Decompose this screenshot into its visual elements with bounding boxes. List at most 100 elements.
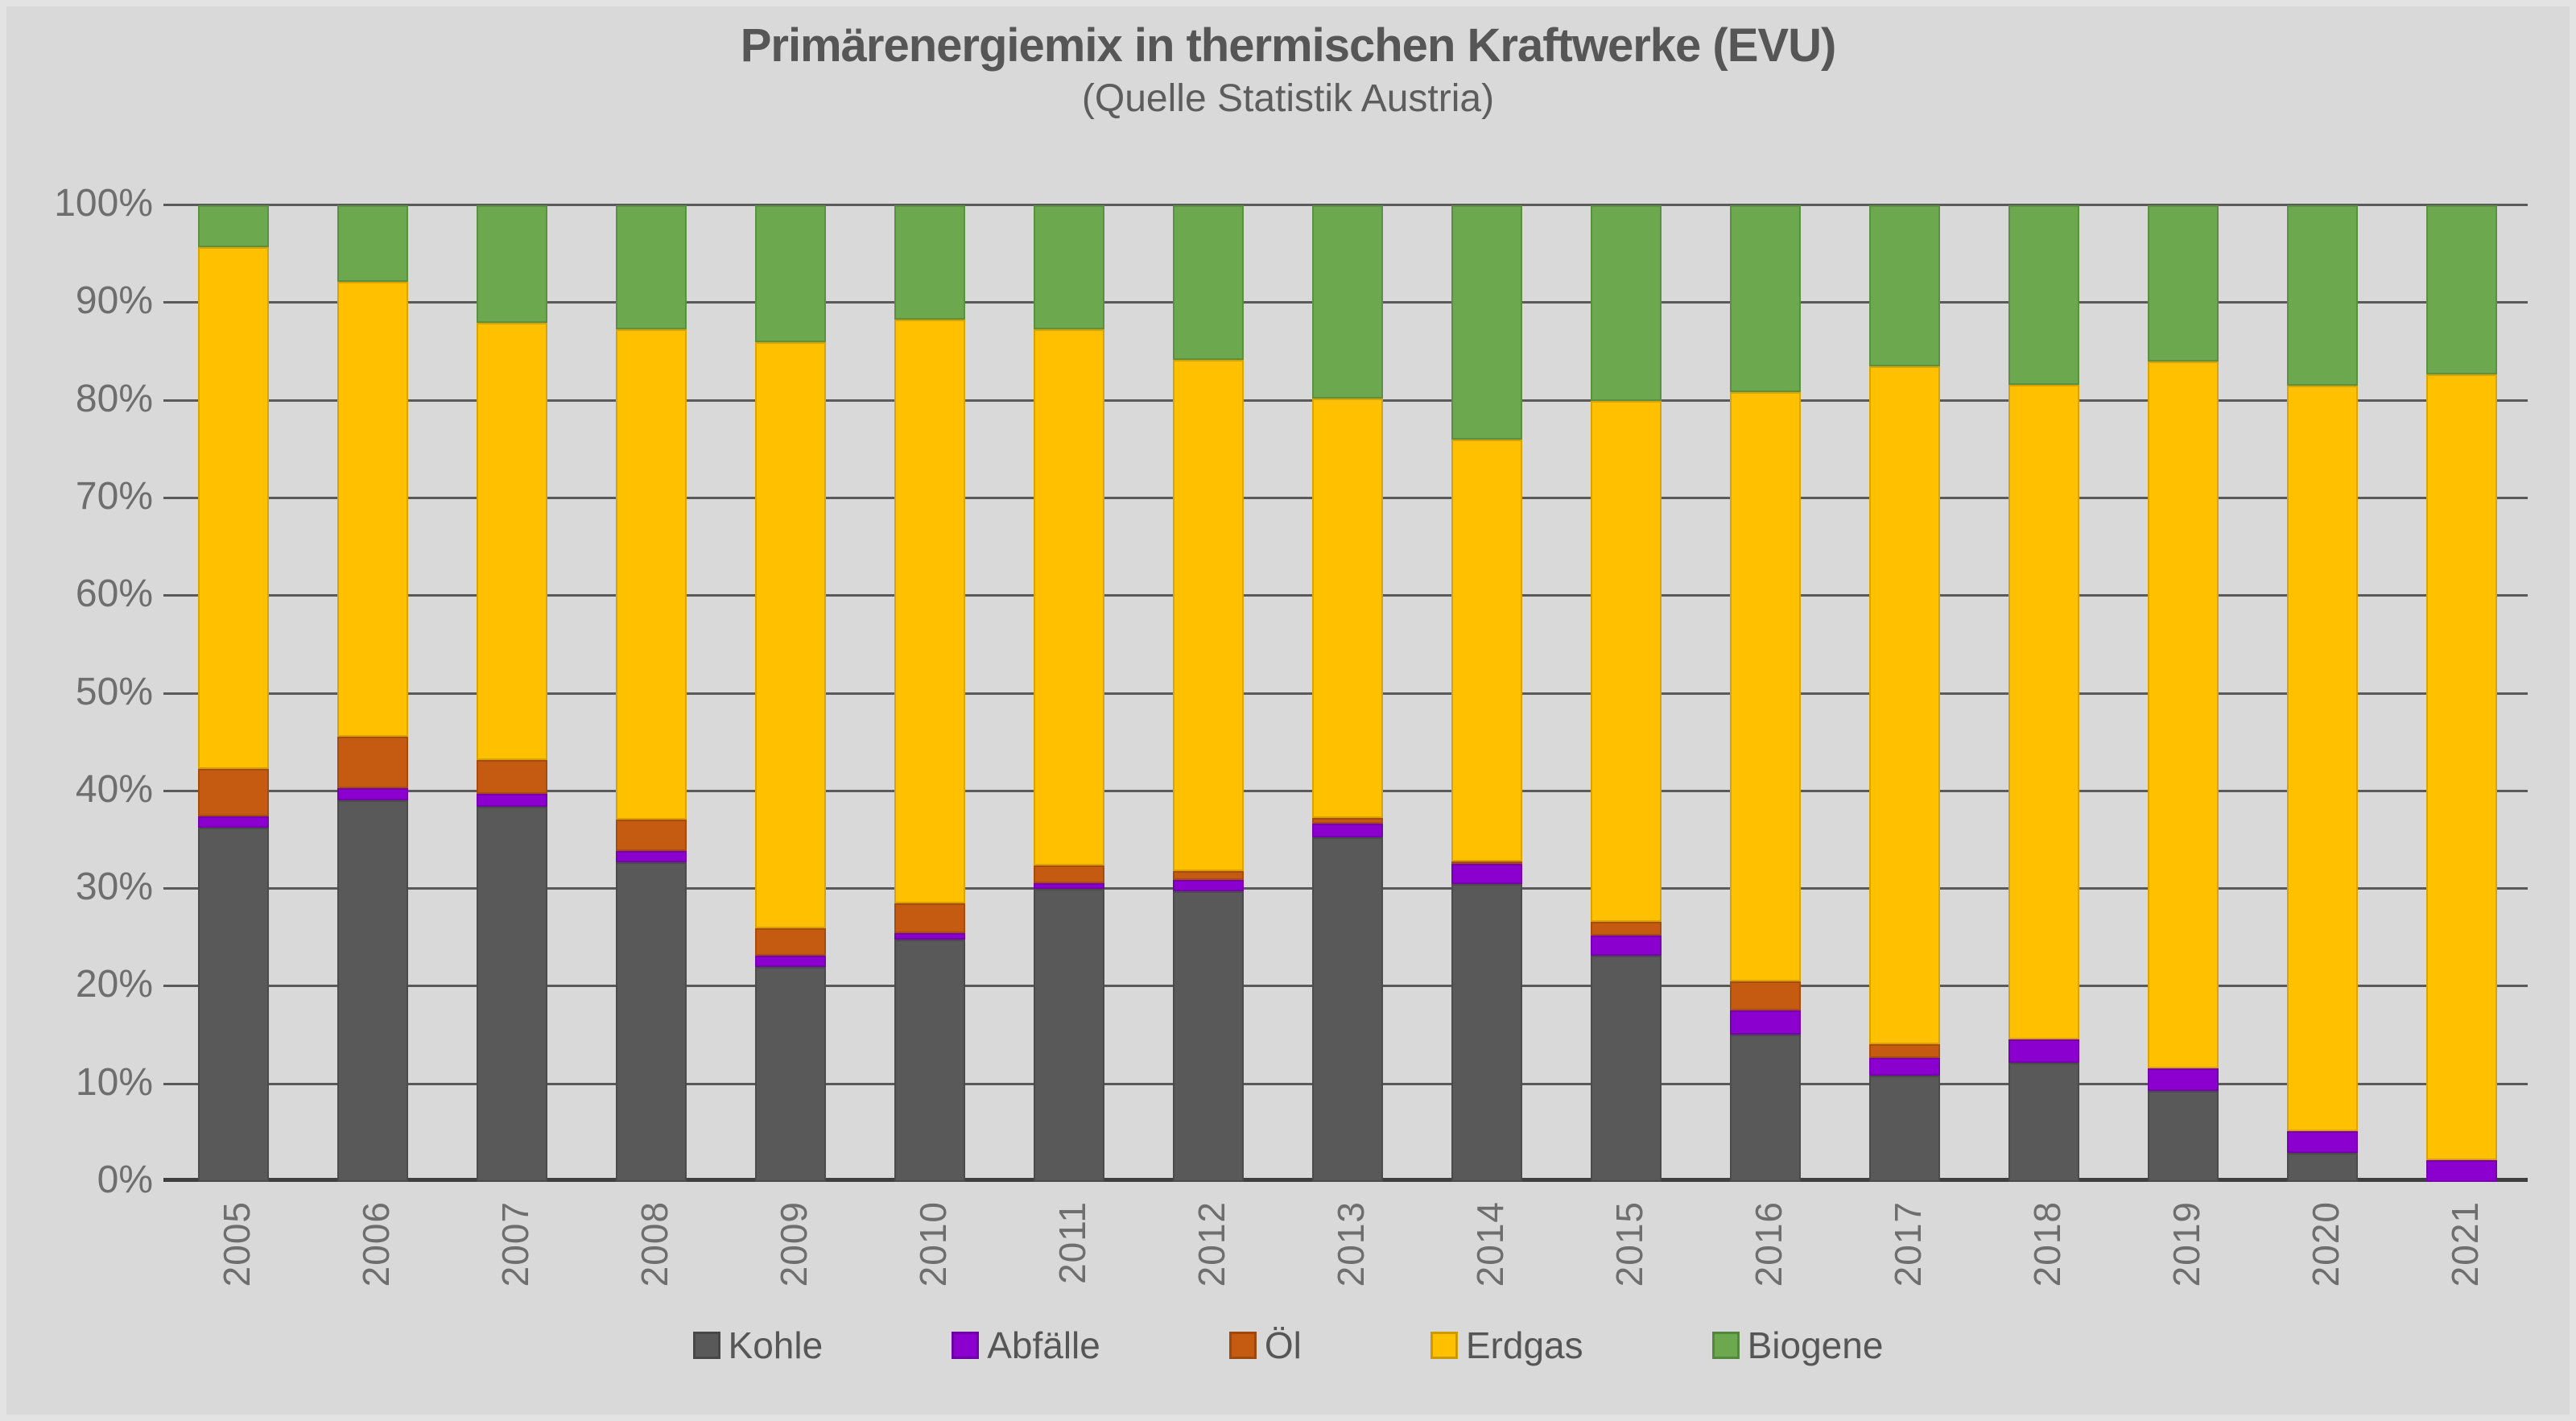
bar-segment-2021-biogene xyxy=(2426,205,2497,374)
bar-segment-2020-biogene xyxy=(2287,205,2358,386)
bar-segment-2014-kohle xyxy=(1451,884,1522,1182)
bar-segment-2010-kohle xyxy=(894,940,965,1182)
legend-label-öl: Öl xyxy=(1264,1324,1302,1366)
bar-segment-2008-abfälle xyxy=(616,850,687,863)
bar-segment-2005-biogene xyxy=(198,205,269,248)
x-axis-label-2007: 2007 xyxy=(494,1201,536,1287)
bar-segment-2008-biogene xyxy=(616,205,687,330)
y-axis-label-0: 0% xyxy=(97,1159,153,1201)
bar-segment-2015-abfälle xyxy=(1591,936,1662,956)
legend-swatch-öl xyxy=(1228,1332,1257,1359)
bar-segment-2019-kohle xyxy=(2148,1091,2219,1182)
bar-segment-2008-erdgas xyxy=(616,329,687,820)
bar-segment-2019-biogene xyxy=(2148,205,2219,362)
bar-segment-2018-erdgas xyxy=(2008,385,2079,1039)
bar-segment-2013-öl xyxy=(1312,817,1383,824)
bar-segment-2013-kohle xyxy=(1312,836,1383,1182)
bar-segment-2007-öl xyxy=(477,760,547,795)
bar-segment-2015-öl xyxy=(1591,922,1662,936)
bar-segment-2009-kohle xyxy=(755,967,826,1182)
bar-segment-2012-abfälle xyxy=(1173,880,1244,891)
bar-segment-2011-biogene xyxy=(1034,205,1104,330)
bar-segment-2006-öl xyxy=(337,736,408,789)
y-axis-label-30: 30% xyxy=(75,865,153,909)
y-axis-label-70: 70% xyxy=(75,474,153,518)
bar-segment-2016-biogene xyxy=(1730,205,1801,392)
x-axis-label-2010: 2010 xyxy=(912,1201,954,1287)
bar-segment-2006-erdgas xyxy=(337,281,408,737)
bar-segment-2012-öl xyxy=(1173,871,1244,881)
bar-segment-2010-erdgas xyxy=(894,319,965,904)
bar-segment-2009-abfälle xyxy=(755,955,826,968)
bar-segment-2014-öl xyxy=(1451,861,1522,864)
bar-segment-2020-erdgas xyxy=(2287,386,2358,1131)
legend-label-erdgas: Erdgas xyxy=(1465,1324,1583,1366)
bar-segment-2020-abfälle xyxy=(2287,1130,2358,1153)
bar-segment-2006-biogene xyxy=(337,205,408,282)
x-axis-label-2011: 2011 xyxy=(1051,1201,1093,1284)
x-axis-label-2021: 2021 xyxy=(2444,1201,2486,1287)
chart-subtitle: (Quelle Statistik Austria) xyxy=(1081,77,1495,120)
x-axis-label-2020: 2020 xyxy=(2305,1201,2347,1287)
bar-segment-2014-abfälle xyxy=(1451,863,1522,885)
bar-segment-2009-öl xyxy=(755,927,826,956)
x-axis-label-2015: 2015 xyxy=(1608,1201,1650,1287)
x-axis-label-2012: 2012 xyxy=(1191,1201,1232,1287)
bar-segment-2006-kohle xyxy=(337,799,408,1182)
y-axis-label-80: 80% xyxy=(75,377,153,420)
gridline-100 xyxy=(163,204,2528,206)
bar-segment-2015-erdgas xyxy=(1591,400,1662,923)
legend-item-kohle: Kohle xyxy=(692,1327,823,1364)
bar-segment-2011-kohle xyxy=(1034,889,1104,1182)
bar-segment-2013-erdgas xyxy=(1312,399,1383,818)
bar-segment-2017-kohle xyxy=(1869,1075,1940,1182)
bar-segment-2016-erdgas xyxy=(1730,391,1801,982)
bar-segment-2017-erdgas xyxy=(1869,366,1940,1044)
x-axis-label-2005: 2005 xyxy=(216,1201,258,1287)
plot-area: 0% 10% 20% 30% 40% 50% 60% 70% 80% 90% 100% 2005 200… xyxy=(54,184,2528,1287)
legend-item-erdgas: Erdgas xyxy=(1430,1327,1583,1364)
bar-segment-2016-kohle xyxy=(1730,1034,1801,1182)
bar-segment-2013-abfälle xyxy=(1312,823,1383,837)
bar-segment-2016-öl xyxy=(1730,981,1801,1010)
bar-segment-2005-kohle xyxy=(198,827,269,1182)
bar-segment-2010-abfälle xyxy=(894,932,965,940)
bar-segment-2016-abfälle xyxy=(1730,1010,1801,1035)
legend-item-öl: Öl xyxy=(1228,1324,1302,1366)
bar-segment-2009-biogene xyxy=(755,205,826,342)
bar-segment-2017-abfälle xyxy=(1869,1057,1940,1076)
bar-segment-2015-kohle xyxy=(1591,955,1662,1182)
bar-segment-2014-erdgas xyxy=(1451,440,1522,862)
bar-segment-2018-kohle xyxy=(2008,1063,2079,1182)
legend-swatch-biogene xyxy=(1711,1332,1740,1359)
legend-swatch-erdgas xyxy=(1430,1332,1458,1359)
x-axis-label-2009: 2009 xyxy=(773,1201,815,1287)
bar-segment-2021-erdgas xyxy=(2426,374,2497,1161)
legend-item-biogene: Biogene xyxy=(1711,1324,1884,1366)
bar-segment-2008-öl xyxy=(616,819,687,851)
bar-segment-2021-abfälle xyxy=(2426,1160,2497,1182)
legend-swatch-abfälle xyxy=(952,1332,980,1359)
legend-swatch-kohle xyxy=(692,1332,720,1359)
x-axis-label-2019: 2019 xyxy=(2165,1201,2207,1287)
bar-segment-2017-öl xyxy=(1869,1043,1940,1058)
bar-segment-2011-erdgas xyxy=(1034,329,1104,865)
legend-item-abfälle: Abfälle xyxy=(952,1327,1100,1364)
bar-segment-2019-abfälle xyxy=(2148,1068,2219,1092)
legend-label-abfälle: Abfälle xyxy=(987,1324,1100,1366)
x-axis-label-2017: 2017 xyxy=(1887,1201,1929,1287)
y-axis-label-50: 50% xyxy=(75,670,153,713)
bar-segment-2007-erdgas xyxy=(477,322,547,760)
x-axis-label-2006: 2006 xyxy=(355,1201,397,1287)
bar-segment-2015-biogene xyxy=(1591,205,1662,401)
bar-segment-2018-abfälle xyxy=(2008,1039,2079,1064)
y-axis-label-10: 10% xyxy=(75,1060,153,1104)
bar-segment-2012-kohle xyxy=(1173,890,1244,1182)
bar-segment-2006-abfälle xyxy=(337,788,408,800)
bar-segment-2013-biogene xyxy=(1312,205,1383,399)
bar-segment-2007-kohle xyxy=(477,807,547,1182)
y-axis-label-60: 60% xyxy=(75,572,153,616)
bar-segment-2014-biogene xyxy=(1451,205,1522,440)
legend-label-biogene: Biogene xyxy=(1747,1324,1884,1366)
bar-segment-2005-abfälle xyxy=(198,816,269,828)
